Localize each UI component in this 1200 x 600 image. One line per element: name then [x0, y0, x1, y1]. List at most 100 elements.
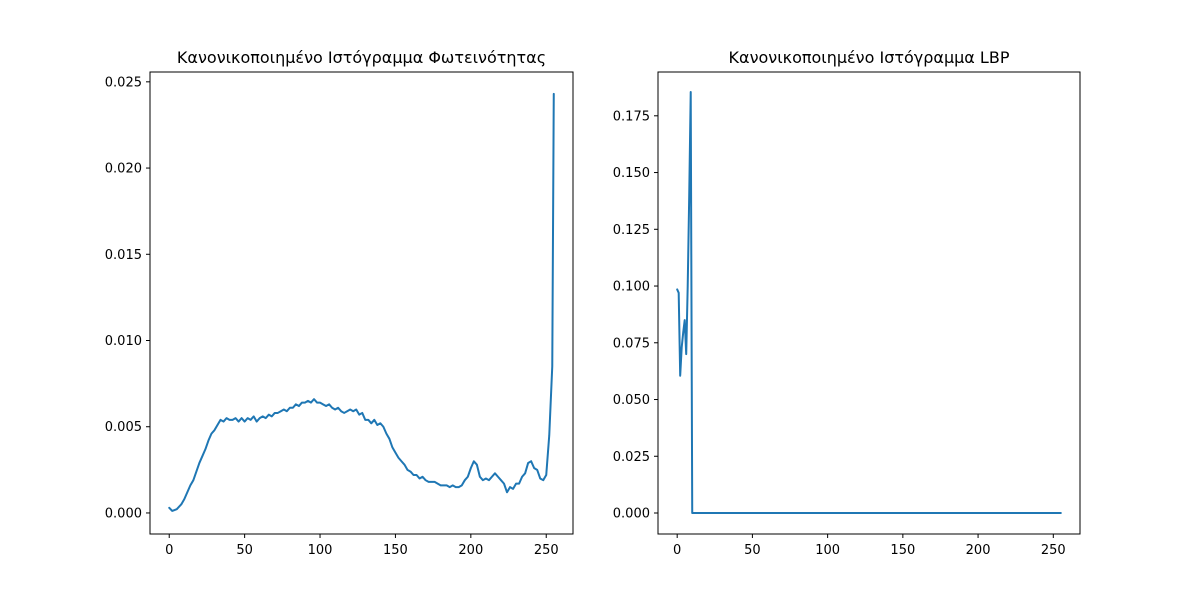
brightness-histogram-data-point — [536, 469, 538, 471]
lbp-histogram-x-tick-label: 50 — [744, 543, 761, 558]
brightness-histogram-data-point — [376, 424, 378, 426]
brightness-histogram-data-point — [292, 407, 294, 409]
brightness-histogram-y-tick-label: 0.010 — [105, 334, 142, 349]
lbp-histogram-data-point — [690, 91, 692, 93]
brightness-histogram-data-point — [521, 476, 523, 478]
brightness-histogram-data-point — [325, 405, 327, 407]
lbp-histogram-x-tick-label: 250 — [1041, 543, 1066, 558]
brightness-histogram-data-point — [473, 460, 475, 462]
lbp-histogram-data-point — [688, 194, 690, 196]
lbp-histogram-data-point — [684, 319, 686, 321]
brightness-histogram-data-point — [331, 407, 333, 409]
brightness-histogram-data-point — [515, 483, 517, 485]
lbp-histogram-data-point — [687, 285, 689, 287]
brightness-histogram-data-point — [406, 469, 408, 471]
brightness-histogram-data-point — [286, 410, 288, 412]
brightness-histogram-data-point — [425, 479, 427, 481]
lbp-histogram-data-point — [1060, 512, 1062, 514]
lbp-histogram-x-tick-label: 150 — [890, 543, 915, 558]
brightness-histogram-data-point — [226, 417, 228, 419]
brightness-histogram-y-tick-label: 0.020 — [105, 162, 142, 177]
brightness-histogram-data-point — [464, 479, 466, 481]
lbp-histogram-y-tick-label: 0.025 — [613, 450, 650, 465]
brightness-histogram-data-point — [180, 503, 182, 505]
brightness-histogram-data-point — [446, 484, 448, 486]
brightness-histogram-series — [168, 92, 555, 512]
lbp-histogram-data-point — [676, 288, 678, 290]
brightness-histogram-ticks: 0 50 100 150 200 250 0.000 0.005 0.010 0.015 0.020… — [105, 75, 559, 558]
lbp-histogram-y-tick-label: 0.125 — [613, 223, 650, 238]
brightness-histogram-data-point — [373, 419, 375, 421]
brightness-histogram-data-point — [413, 474, 415, 476]
brightness-histogram-data-point — [527, 462, 529, 464]
brightness-histogram-data-point — [461, 484, 463, 486]
lbp-histogram-x-tick-label: 100 — [815, 543, 840, 558]
brightness-histogram-data-point — [382, 426, 384, 428]
brightness-histogram-data-point — [443, 484, 445, 486]
brightness-histogram-data-point — [247, 417, 249, 419]
brightness-histogram-data-point — [195, 471, 197, 473]
brightness-histogram-data-point — [553, 93, 555, 95]
brightness-histogram-data-point — [364, 419, 366, 421]
brightness-histogram-data-point — [171, 510, 173, 512]
brightness-histogram-x-tick-label: 250 — [534, 543, 559, 558]
brightness-histogram-data-point — [268, 414, 270, 416]
brightness-histogram-data-point — [289, 407, 291, 409]
brightness-histogram-data-point — [319, 402, 321, 404]
brightness-histogram-data-point — [410, 471, 412, 473]
lbp-histogram-data-point — [678, 292, 680, 294]
brightness-histogram-data-point — [431, 481, 433, 483]
brightness-histogram-data-point — [512, 488, 514, 490]
brightness-histogram-data-point — [220, 419, 222, 421]
brightness-histogram-data-point — [238, 421, 240, 423]
brightness-histogram-data-point — [316, 402, 318, 404]
brightness-histogram-y-tick-label: 0.000 — [105, 506, 142, 521]
brightness-histogram-data-point — [313, 398, 315, 400]
brightness-histogram-data-point — [201, 455, 203, 457]
brightness-histogram-data-point — [530, 460, 532, 462]
brightness-histogram-data-point — [283, 408, 285, 410]
brightness-histogram-data-point — [428, 481, 430, 483]
brightness-histogram-data-point — [262, 415, 264, 417]
brightness-histogram-plot-frame — [149, 71, 574, 535]
lbp-histogram-title: Κανονικοποιημένο Ιστόγραμμα LBP — [729, 48, 1010, 67]
brightness-histogram-data-point — [168, 507, 170, 509]
lbp-histogram-data-point — [681, 346, 683, 348]
brightness-histogram-data-point — [328, 403, 330, 405]
lbp-histogram-y-tick-label: 0.075 — [613, 336, 650, 351]
lbp-histogram-y-tick-label: 0.150 — [613, 166, 650, 181]
brightness-histogram-data-point — [479, 476, 481, 478]
brightness-histogram-data-point — [467, 476, 469, 478]
brightness-histogram-data-point — [235, 417, 237, 419]
brightness-histogram-data-point — [379, 422, 381, 424]
brightness-histogram-data-point — [370, 422, 372, 424]
brightness-histogram-data-point — [542, 479, 544, 481]
brightness-histogram-data-point — [494, 472, 496, 474]
brightness-histogram-data-point — [352, 410, 354, 412]
lbp-histogram-x-tick-label: 0 — [673, 543, 681, 558]
brightness-histogram-data-point — [400, 460, 402, 462]
brightness-histogram-data-point — [298, 405, 300, 407]
brightness-histogram-data-point — [452, 484, 454, 486]
lbp-histogram-x-tick-label: 200 — [966, 543, 991, 558]
brightness-histogram-data-point — [367, 419, 369, 421]
brightness-histogram-data-point — [232, 419, 234, 421]
brightness-histogram-x-tick-label: 0 — [165, 543, 173, 558]
brightness-histogram-x-tick-label: 150 — [383, 543, 408, 558]
brightness-histogram-data-point — [304, 402, 306, 404]
lbp-histogram-series — [676, 90, 1062, 515]
lbp-histogram-data-point — [679, 375, 681, 377]
brightness-histogram-data-point — [337, 407, 339, 409]
brightness-histogram-data-point — [349, 408, 351, 410]
brightness-histogram-data-point — [548, 434, 550, 436]
brightness-histogram-data-point — [419, 477, 421, 479]
brightness-histogram-data-point — [491, 476, 493, 478]
brightness-histogram-x-tick-label: 100 — [308, 543, 333, 558]
brightness-histogram-data-point — [482, 479, 484, 481]
brightness-histogram-data-point — [388, 438, 390, 440]
brightness-histogram-data-point — [271, 415, 273, 417]
brightness-histogram-data-point — [391, 446, 393, 448]
brightness-histogram-data-point — [189, 484, 191, 486]
